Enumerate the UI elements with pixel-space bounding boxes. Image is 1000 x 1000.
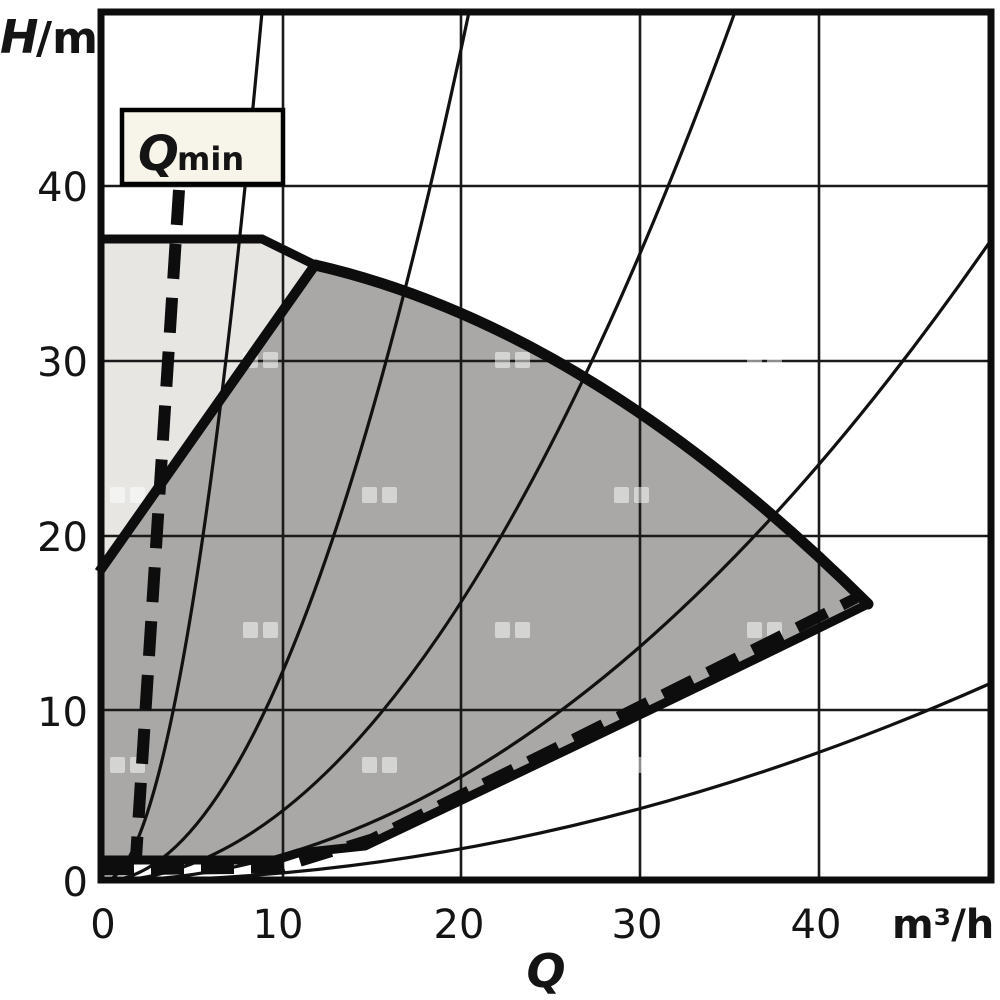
x-tick-30: 30 <box>612 902 663 948</box>
qmin-label-sub: min <box>177 140 244 178</box>
boundary-top-light <box>99 234 317 270</box>
y-tick-40: 40 <box>37 165 88 211</box>
x-axis-title: Q <box>526 944 565 998</box>
x-tick-40: 40 <box>791 902 842 948</box>
y-axis-title-unit: /m <box>36 13 98 64</box>
x-tick-20: 20 <box>434 902 485 948</box>
region-boundaries <box>94 234 874 865</box>
y-tick-20: 20 <box>37 515 88 561</box>
x-tick-0: 0 <box>90 902 115 948</box>
y-tick-labels: 40 30 20 10 0 <box>37 165 88 906</box>
boundary-upper-curve <box>309 259 874 610</box>
x-tick-labels: 0 10 20 30 40 <box>90 902 841 948</box>
chart-frame <box>97 8 995 884</box>
x-tick-10: 10 <box>253 902 304 948</box>
qmin-dashed-line <box>130 189 185 859</box>
boundary-lower <box>99 599 870 865</box>
y-tick-10: 10 <box>37 690 88 736</box>
y-axis-title-main: H <box>0 10 39 64</box>
y-tick-0: 0 <box>63 860 88 906</box>
x-axis-unit: m³/h <box>892 902 994 948</box>
boundary-diagonal <box>94 262 320 575</box>
y-tick-30: 30 <box>37 340 88 386</box>
min-speed-dashed-curve <box>100 593 859 876</box>
qmin-label-box <box>119 107 286 187</box>
qmin-label-q: Q <box>138 126 179 182</box>
